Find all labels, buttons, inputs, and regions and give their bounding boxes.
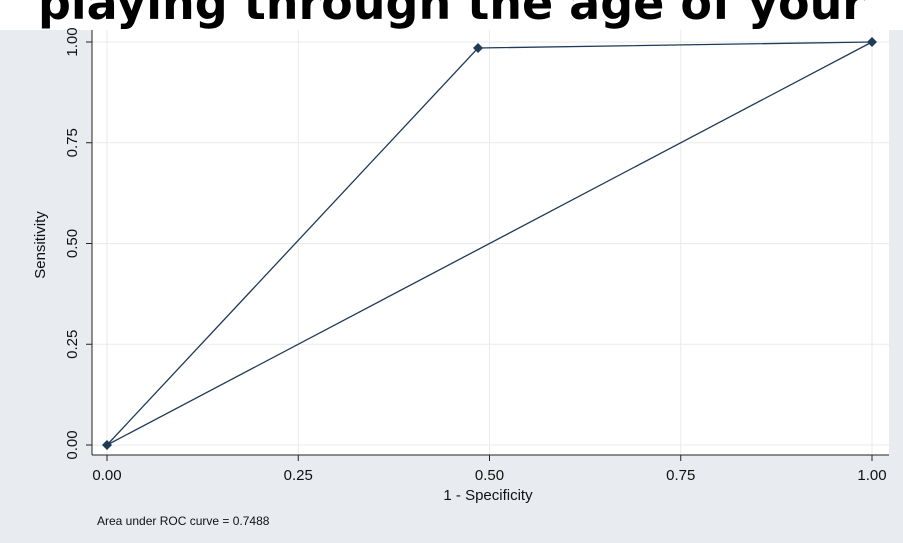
y-tick-label: 0.50 [64,229,81,258]
roc-point-marker [473,43,484,54]
y-tick-label: 0.00 [64,430,81,459]
x-tick-label: 0.25 [284,467,313,484]
y-tick-layer: 0.00 0.25 0.50 0.75 1.00 [64,27,92,460]
y-axis-title: Sensitivity [32,211,49,279]
x-tick-label: 1.00 [857,467,886,484]
series-layer [102,37,877,450]
x-tick-label: 0.00 [92,467,121,484]
grid-layer [92,30,889,455]
y-tick-label: 0.25 [64,330,81,359]
auc-note: Area under ROC curve = 0.7488 [97,514,270,528]
y-tick-label: 1.00 [64,27,81,56]
x-tick-label: 0.50 [475,467,504,484]
title-banner: playing through the age of your [0,0,903,30]
reference-diagonal-line [106,41,873,446]
x-tick-label: 0.75 [666,467,695,484]
x-tick-layer: 0.00 0.25 0.50 0.75 1.00 [92,455,887,484]
x-axis-title: 1 - Specificity [443,487,533,504]
y-tick-label: 0.75 [64,128,81,157]
chart-title-fragment: playing through the age of your [37,0,865,30]
